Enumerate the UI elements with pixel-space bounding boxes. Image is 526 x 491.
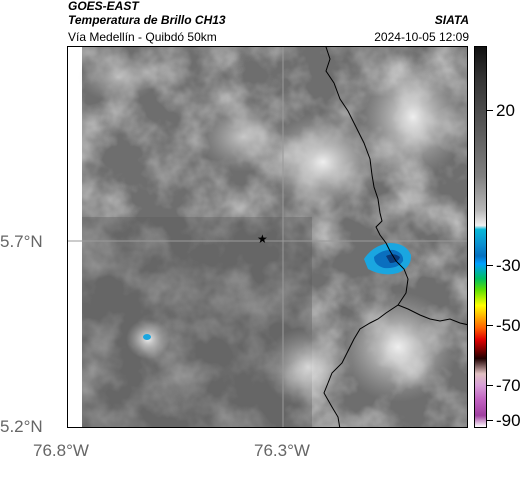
colorbar-label: -70 <box>496 376 521 395</box>
small-cold-spot <box>143 334 151 340</box>
colorbar-label: -50 <box>496 316 521 335</box>
colorbar-tick <box>487 325 493 326</box>
satellite-name: GOES-EAST <box>68 0 139 13</box>
cold-cloud-patch <box>358 57 467 177</box>
lat-label-5-7: 5.7°N <box>0 232 43 251</box>
cold-cloud-patch <box>78 52 158 102</box>
colorbar-tick <box>487 385 493 386</box>
colorbar-label: 20 <box>496 101 515 120</box>
product-title: Temperatura de Brillo CH13 <box>68 13 226 27</box>
lat-label-5-2: 5.2°N <box>0 417 43 436</box>
colorbar-label: -30 <box>496 256 521 275</box>
colorbar <box>474 46 487 428</box>
brightness-temperature-map <box>68 47 467 427</box>
timestamp: 2024-10-05 12:09 <box>374 30 469 44</box>
colorbar-tick <box>487 420 493 421</box>
lon-label-76-8: 76.8°W <box>33 441 89 460</box>
cold-cloud-patch <box>338 292 458 402</box>
cold-cloud-patch <box>198 102 288 172</box>
star-icon: ★ <box>257 232 268 246</box>
lon-label-76-3: 76.3°W <box>254 441 310 460</box>
colorbar-tick <box>487 265 493 266</box>
route-subtitle: Vía Medellín - Quibdó 50km <box>68 30 217 44</box>
colorbar-tick <box>487 110 493 111</box>
colorbar-label: -90 <box>496 411 521 430</box>
department-border <box>323 47 409 427</box>
brand-label: SIATA <box>434 13 469 27</box>
municipal-border <box>397 304 467 326</box>
map-panel: ★ <box>67 46 468 428</box>
cold-cloud-patch <box>263 112 383 212</box>
cold-cloud-patch <box>263 327 353 407</box>
